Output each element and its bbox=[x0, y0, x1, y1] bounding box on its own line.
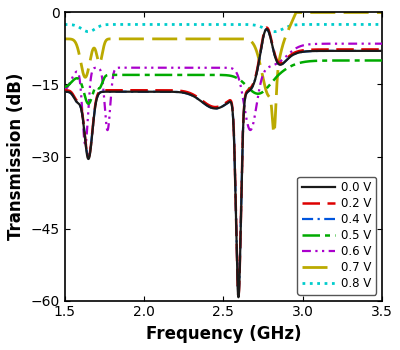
0.0 V bbox=[269, 39, 274, 43]
Line: 0.5 V: 0.5 V bbox=[65, 61, 382, 104]
Legend: 0.0 V, 0.2 V, 0.4 V, 0.5 V, 0.6 V, 0.7 V, 0.8 V: 0.0 V, 0.2 V, 0.4 V, 0.5 V, 0.6 V, 0.7 V… bbox=[298, 177, 376, 295]
0.0 V bbox=[184, 91, 188, 95]
0.8 V bbox=[323, 22, 328, 27]
0.2 V bbox=[323, 47, 328, 51]
0.6 V bbox=[62, 87, 67, 91]
Line: 0.4 V: 0.4 V bbox=[65, 29, 382, 293]
0.5 V bbox=[323, 58, 328, 63]
0.0 V bbox=[253, 78, 258, 82]
0.4 V bbox=[184, 91, 188, 95]
0.8 V bbox=[184, 22, 188, 27]
0.0 V bbox=[264, 27, 269, 31]
0.5 V bbox=[299, 60, 304, 64]
0.2 V bbox=[184, 90, 188, 94]
Line: 0.0 V: 0.0 V bbox=[65, 29, 382, 297]
0.2 V bbox=[120, 88, 125, 92]
0.5 V bbox=[86, 102, 91, 106]
Line: 0.2 V: 0.2 V bbox=[65, 28, 382, 296]
X-axis label: Frequency (GHz): Frequency (GHz) bbox=[146, 325, 301, 343]
0.6 V bbox=[380, 42, 384, 46]
0.7 V bbox=[323, 10, 328, 15]
0.8 V bbox=[144, 22, 148, 27]
0.5 V bbox=[184, 73, 188, 77]
0.2 V bbox=[236, 294, 241, 298]
0.7 V bbox=[120, 37, 125, 41]
0.5 V bbox=[380, 58, 384, 63]
0.8 V bbox=[380, 22, 384, 27]
0.4 V bbox=[269, 39, 274, 43]
0.7 V bbox=[62, 37, 67, 41]
0.4 V bbox=[120, 90, 125, 94]
0.6 V bbox=[323, 42, 328, 46]
Line: 0.8 V: 0.8 V bbox=[65, 25, 382, 32]
Line: 0.7 V: 0.7 V bbox=[65, 13, 382, 133]
0.8 V bbox=[62, 22, 67, 27]
0.8 V bbox=[269, 29, 274, 33]
0.6 V bbox=[253, 112, 258, 116]
0.5 V bbox=[269, 81, 274, 85]
0.0 V bbox=[236, 295, 241, 299]
0.4 V bbox=[323, 49, 328, 53]
0.8 V bbox=[253, 23, 258, 27]
0.6 V bbox=[120, 65, 125, 70]
Y-axis label: Transmission (dB): Transmission (dB) bbox=[7, 73, 25, 240]
0.7 V bbox=[184, 37, 188, 41]
0.7 V bbox=[294, 10, 298, 15]
0.7 V bbox=[299, 10, 304, 15]
0.6 V bbox=[269, 64, 274, 68]
0.4 V bbox=[62, 90, 67, 94]
Line: 0.6 V: 0.6 V bbox=[65, 44, 382, 145]
0.4 V bbox=[264, 27, 269, 31]
0.5 V bbox=[120, 73, 125, 77]
0.6 V bbox=[83, 142, 88, 147]
0.2 V bbox=[264, 26, 269, 30]
0.8 V bbox=[120, 22, 125, 27]
0.7 V bbox=[253, 45, 258, 49]
0.4 V bbox=[380, 49, 384, 53]
0.7 V bbox=[272, 131, 276, 135]
0.0 V bbox=[120, 90, 125, 94]
0.2 V bbox=[380, 47, 384, 51]
0.4 V bbox=[299, 50, 304, 54]
0.8 V bbox=[86, 29, 91, 34]
0.8 V bbox=[299, 22, 304, 27]
0.0 V bbox=[62, 90, 67, 94]
0.0 V bbox=[323, 49, 328, 53]
0.7 V bbox=[380, 10, 384, 15]
0.4 V bbox=[236, 290, 241, 295]
0.4 V bbox=[253, 78, 258, 82]
0.6 V bbox=[299, 44, 304, 48]
0.2 V bbox=[253, 76, 258, 80]
0.6 V bbox=[184, 65, 188, 70]
0.5 V bbox=[62, 85, 67, 89]
0.0 V bbox=[299, 50, 304, 54]
0.7 V bbox=[269, 102, 274, 106]
0.5 V bbox=[253, 91, 258, 95]
0.2 V bbox=[62, 88, 67, 92]
0.2 V bbox=[299, 48, 304, 52]
0.0 V bbox=[380, 49, 384, 53]
0.2 V bbox=[269, 37, 274, 41]
